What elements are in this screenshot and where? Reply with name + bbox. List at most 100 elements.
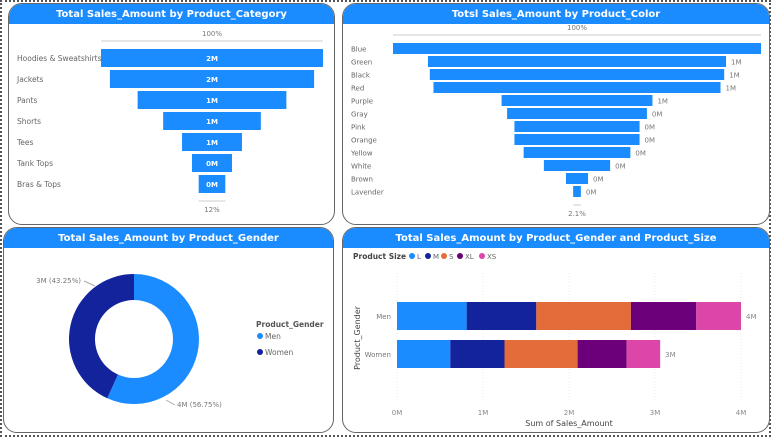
legend-marker [409, 253, 415, 259]
data-label: 0M [593, 176, 604, 184]
funnel-bar [565, 173, 589, 184]
bottom-percent-label: 2.1% [568, 210, 586, 218]
bar-segment-m [450, 340, 505, 368]
funnel-bar [427, 56, 727, 67]
data-label: 1M [731, 59, 742, 67]
category-label: Shorts [17, 117, 41, 126]
chart-title: Totsl Sales_Amount by Product_Color [343, 4, 769, 24]
data-label: 0M [652, 111, 663, 119]
legend-title: Product Size [353, 252, 406, 261]
data-label: 0M [615, 163, 626, 171]
legend-marker [257, 333, 263, 339]
data-label: 0M [645, 137, 656, 145]
data-label: 1M [729, 72, 740, 80]
chart-title: Total Sales_Amount by Product_Gender [4, 228, 333, 248]
legend-title: Product_Gender [256, 320, 324, 329]
legend-item: XL [465, 253, 474, 261]
data-label: 2M [206, 76, 218, 84]
donut-slice-men [107, 274, 199, 404]
x-tick-label: 2M [564, 409, 575, 417]
x-tick-label: 1M [478, 409, 489, 417]
funnel-bar [101, 49, 323, 67]
bar-segment-m [466, 302, 537, 330]
bar-segment-l [397, 340, 451, 368]
category-label: Yellow [350, 150, 373, 158]
data-label: 1M [206, 139, 218, 147]
category-label: Jackets [16, 75, 44, 84]
legend-item: M [433, 253, 439, 261]
category-funnel-panel[interactable]: Total Sales_Amount by Product_Category 1… [8, 3, 335, 225]
category-label: Bras & Tops [17, 180, 61, 189]
bar-segment-xl [630, 302, 697, 330]
bar-segment-s [536, 302, 631, 330]
bar-segment-s [504, 340, 578, 368]
funnel-bar [433, 82, 721, 93]
y-tick-label: Men [376, 313, 391, 321]
bar-segment-xl [577, 340, 627, 368]
legend-item: Women [265, 348, 293, 357]
funnel-bar [192, 154, 232, 172]
category-label: Pants [17, 96, 37, 105]
funnel-bar [109, 70, 315, 88]
x-tick-label: 4M [736, 409, 747, 417]
legend-item: XS [487, 253, 497, 261]
data-label: 1M [206, 97, 218, 105]
funnel-bar [429, 69, 725, 80]
legend-marker [425, 253, 431, 259]
category-label: Tees [16, 138, 34, 147]
category-label: Pink [351, 124, 366, 132]
funnel-bar [501, 95, 653, 106]
legend-marker [257, 349, 263, 355]
color-funnel-panel[interactable]: Totsl Sales_Amount by Product_Color 100%… [342, 3, 770, 225]
legend-marker [479, 253, 485, 259]
category-label: Hoodies & Sweatshirts [17, 54, 102, 63]
y-axis-title: Product_Gender [353, 305, 362, 370]
category-funnel-chart: 100% Hoodies & Sweatshirts 2M Jackets 2M Pant… [16, 30, 323, 214]
data-label: 3M (43.25%) [36, 277, 81, 285]
data-label: 4M (56.75%) [177, 401, 222, 409]
category-label: Red [351, 85, 364, 93]
gender-donut-panel[interactable]: Total Sales_Amount by Product_Gender 4M … [3, 227, 334, 433]
category-label: Brown [351, 176, 373, 184]
data-label: 0M [206, 181, 218, 189]
data-label: 2M [206, 55, 218, 63]
bar-segment-xs [696, 302, 741, 330]
funnel-bar [137, 91, 287, 109]
data-label: 0M [586, 189, 597, 197]
funnel-bar [507, 108, 647, 119]
funnel-bar [543, 160, 611, 171]
funnel-bar [514, 134, 640, 145]
total-label: 4M [746, 313, 757, 321]
bottom-percent-label: 12% [204, 206, 220, 214]
legend-marker [457, 253, 463, 259]
data-label: 0M [206, 160, 218, 168]
funnel-bar [523, 147, 631, 158]
data-label: 1M [206, 118, 218, 126]
category-label: White [351, 163, 371, 171]
gender-size-bar-panel[interactable]: Total Sales_Amount by Product_Gender and… [342, 227, 770, 433]
category-label: Gray [351, 111, 368, 119]
category-label: Blue [351, 46, 367, 54]
funnel-bar [163, 112, 261, 130]
total-label: 3M [665, 351, 676, 359]
funnel-bar [198, 175, 226, 193]
funnel-bar [573, 186, 581, 197]
y-tick-label: Women [365, 351, 391, 359]
x-tick-label: 0M [392, 409, 403, 417]
category-label: Orange [351, 137, 377, 145]
data-label: 0M [635, 150, 646, 158]
top-percent-label: 100% [567, 24, 587, 32]
category-label: Purple [351, 98, 373, 106]
category-label: Green [351, 59, 372, 67]
leader-line [165, 399, 176, 406]
bar-segment-xs [626, 340, 661, 368]
data-label: 1M [726, 85, 737, 93]
funnel-bar [182, 133, 242, 151]
legend-item: S [449, 253, 454, 261]
data-label: 0M [645, 124, 656, 132]
legend-item: L [417, 253, 421, 261]
leader-line [83, 280, 96, 287]
category-label: Black [351, 72, 371, 80]
top-percent-label: 100% [202, 30, 222, 38]
